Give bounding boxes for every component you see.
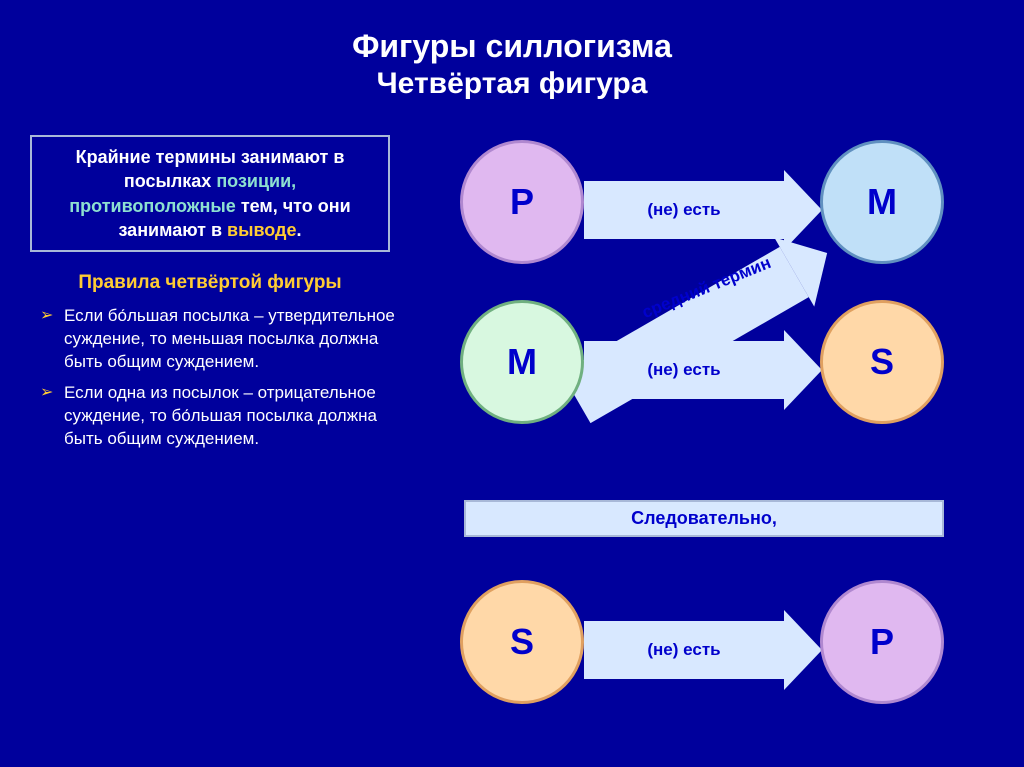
title-line2: Четвёртая фигура: [0, 67, 1024, 101]
info-post: .: [297, 220, 302, 240]
node-P2: P: [820, 580, 944, 704]
rules-item: Если бо́льшая посылка – утвердительное с…: [40, 305, 395, 374]
arrow-1: (не) есть: [584, 170, 822, 250]
arrow-3-label: (не) есть: [584, 621, 784, 679]
info-hl2: выводе: [227, 220, 296, 240]
arrow-2: (не) есть: [584, 330, 822, 410]
node-S1: S: [820, 300, 944, 424]
node-S2: S: [460, 580, 584, 704]
node-M2: M: [460, 300, 584, 424]
arrow-1-label: (не) есть: [584, 181, 784, 239]
title-line1: Фигуры силлогизма: [0, 28, 1024, 65]
rules-title: Правила четвёртой фигуры: [30, 272, 390, 294]
node-P1: P: [460, 140, 584, 264]
diagram: средний термин (не) есть (не) есть (не) …: [420, 130, 1000, 750]
rules-item: Если одна из посылок – отрицательное суж…: [40, 382, 395, 451]
node-M1: M: [820, 140, 944, 264]
arrow-2-label: (не) есть: [584, 341, 784, 399]
rules-list: Если бо́льшая посылка – утвердительное с…: [40, 305, 395, 459]
info-box: Крайние термины занимают в посылках пози…: [30, 135, 390, 252]
consequence-box: Следовательно,: [464, 500, 944, 537]
info-pre: Крайние термины занимают в посылках: [76, 147, 345, 191]
arrow-3: (не) есть: [584, 610, 822, 690]
slide-title: Фигуры силлогизма Четвёртая фигура: [0, 0, 1024, 101]
